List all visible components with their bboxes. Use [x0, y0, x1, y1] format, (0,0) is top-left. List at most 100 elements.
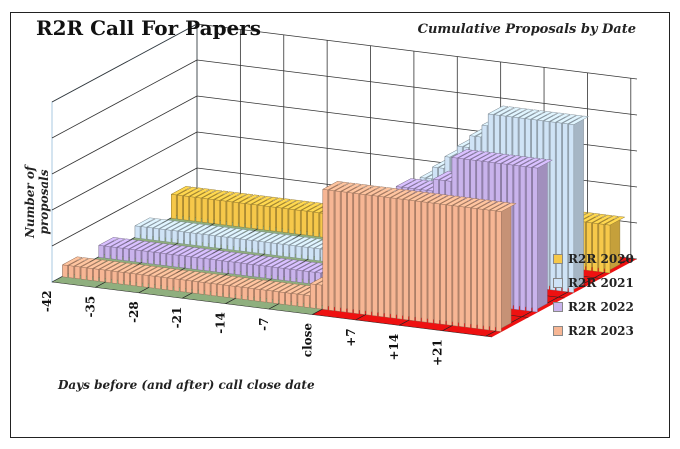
bar-front: [307, 211, 313, 237]
bar-top: [154, 268, 176, 278]
bar-front: [142, 274, 149, 288]
bar-front: [229, 285, 236, 299]
bar-top: [111, 262, 133, 272]
bar-front: [93, 268, 99, 282]
bar-front: [186, 280, 192, 294]
bar-top: [183, 187, 205, 197]
bar-front: [62, 264, 68, 278]
bar-front: [248, 287, 254, 301]
bar-top: [266, 282, 288, 292]
bar-front: [397, 198, 403, 320]
legend-swatch: [553, 302, 563, 312]
bar-front: [290, 269, 296, 283]
bar-front: [291, 293, 297, 307]
bar-top: [253, 256, 275, 266]
bar-top: [464, 198, 486, 208]
bar-front: [359, 193, 366, 315]
legend-swatch: [553, 278, 563, 288]
bar-front: [427, 202, 434, 324]
bar-top: [377, 188, 399, 198]
bar-front: [270, 206, 276, 232]
bar-front: [147, 227, 153, 241]
bar-front: [390, 197, 397, 319]
bar-front: [180, 279, 186, 293]
bar-front: [316, 284, 322, 310]
bar-top: [531, 159, 553, 169]
bar-front: [221, 236, 227, 250]
bar-front: [129, 248, 135, 263]
bar-front: [477, 208, 483, 330]
bar-top: [86, 259, 108, 269]
x-tick-label: close: [300, 323, 314, 358]
bar-top: [427, 194, 449, 204]
bar-front: [117, 247, 123, 261]
legend-label: R2R 2023: [568, 324, 634, 338]
bar-front: [513, 164, 520, 311]
bar-top: [270, 234, 292, 244]
bar-front: [179, 255, 185, 269]
bar-top: [470, 199, 492, 209]
bar-front: [68, 265, 74, 279]
bar-front: [214, 199, 220, 225]
bar-top: [322, 181, 344, 191]
bar-top: [98, 237, 120, 247]
bar-top: [407, 179, 430, 189]
bar-front: [278, 267, 284, 281]
bar-top: [178, 247, 200, 257]
bar-front: [257, 204, 264, 230]
bar-top: [204, 274, 226, 284]
bar-front: [241, 286, 248, 301]
bar-top: [110, 238, 132, 248]
bar-front: [227, 237, 234, 251]
bar-top: [177, 222, 199, 233]
bar-front: [289, 244, 296, 258]
bar-top: [216, 275, 238, 285]
legend-item: R2R 2020: [553, 247, 634, 271]
bar-front: [314, 247, 320, 262]
bar-top: [530, 111, 553, 121]
bar-front: [216, 259, 222, 273]
gridline: [196, 23, 638, 80]
bar-front: [203, 258, 210, 272]
bar-top: [513, 156, 535, 167]
bar-front: [245, 203, 251, 229]
bar-top: [439, 195, 461, 205]
bar-front: [154, 251, 160, 266]
bar-top: [272, 282, 294, 292]
bar-front: [98, 245, 104, 259]
bar-top: [469, 151, 492, 161]
bar-top: [245, 231, 267, 241]
bar-front: [251, 204, 257, 230]
bar-front: [434, 202, 440, 325]
bar: [495, 202, 517, 332]
bar-top: [122, 240, 144, 250]
bar-top: [228, 253, 250, 263]
bar-top: [276, 235, 298, 245]
bar-front: [160, 252, 166, 266]
bar-top: [269, 198, 291, 208]
bar-top: [226, 193, 248, 203]
bar-front: [197, 257, 204, 271]
bar-front: [185, 255, 191, 269]
bar-top: [104, 237, 126, 247]
bar-top: [222, 276, 245, 286]
bar-front: [471, 207, 477, 329]
bar-top: [402, 191, 424, 201]
bar-top: [232, 193, 254, 203]
bar-top: [258, 233, 280, 243]
bar-top: [185, 272, 207, 282]
bar-top: [147, 243, 169, 253]
bar-top: [161, 268, 183, 279]
y-axis-label: Number of proposals: [23, 165, 51, 239]
bar-top: [184, 247, 206, 257]
bar-front: [335, 190, 341, 312]
bar-front: [452, 205, 459, 327]
x-tick-label: +21: [431, 339, 445, 366]
bar-front: [372, 195, 378, 317]
bar-front: [279, 291, 285, 305]
bar-top: [519, 157, 541, 167]
bar-top: [390, 189, 412, 199]
bar-front: [159, 228, 166, 242]
bar-front: [266, 290, 273, 304]
